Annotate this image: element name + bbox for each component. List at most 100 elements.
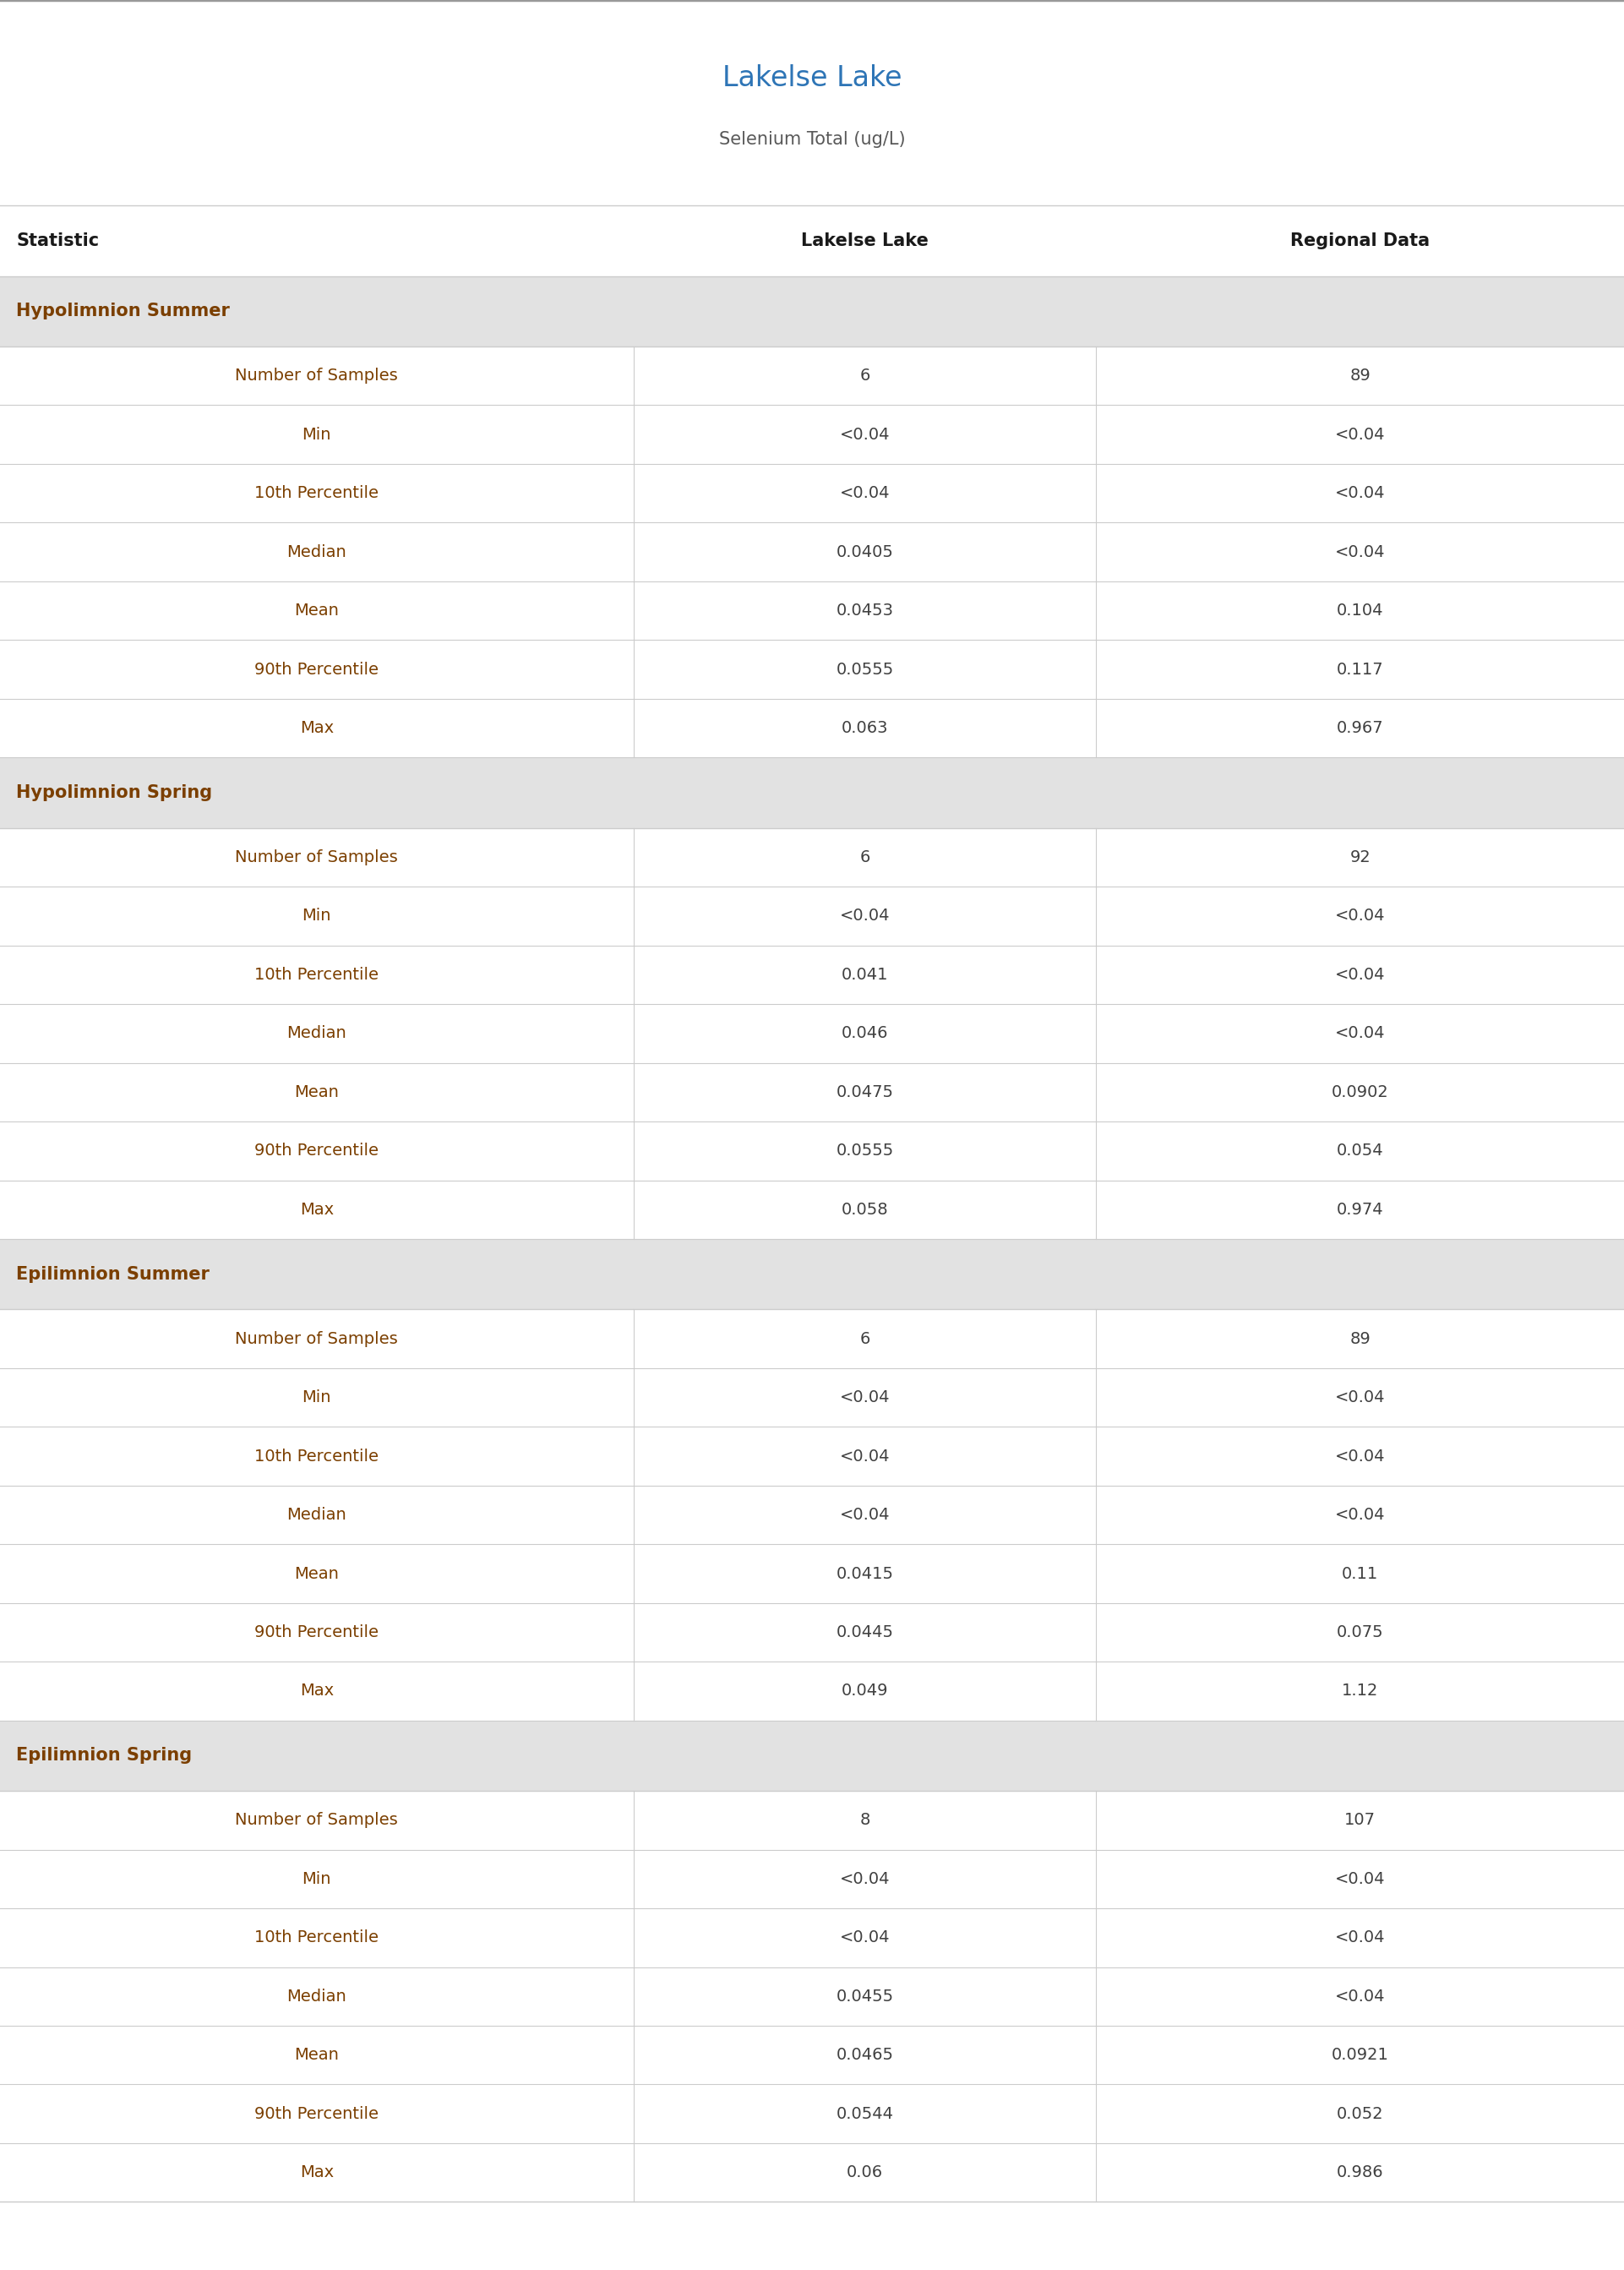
Bar xyxy=(0,1721,1624,1791)
Bar xyxy=(0,347,1624,404)
Text: 0.058: 0.058 xyxy=(841,1201,888,1217)
Bar xyxy=(0,0,1624,207)
Bar xyxy=(0,1369,1624,1428)
Text: Epilimnion Summer: Epilimnion Summer xyxy=(16,1267,209,1283)
Bar xyxy=(0,1850,1624,1909)
Text: <0.04: <0.04 xyxy=(1335,967,1385,983)
Text: <0.04: <0.04 xyxy=(840,1507,890,1523)
Text: 0.0544: 0.0544 xyxy=(836,2107,893,2122)
Text: 90th Percentile: 90th Percentile xyxy=(255,661,378,676)
Text: 8: 8 xyxy=(859,1811,870,1827)
Bar xyxy=(0,277,1624,347)
Text: 0.0453: 0.0453 xyxy=(836,602,893,620)
Text: <0.04: <0.04 xyxy=(1335,1507,1385,1523)
Text: Min: Min xyxy=(302,1870,331,1886)
Bar xyxy=(0,1180,1624,1239)
Text: <0.04: <0.04 xyxy=(1335,1870,1385,1886)
Text: 0.974: 0.974 xyxy=(1337,1201,1384,1217)
Text: Number of Samples: Number of Samples xyxy=(235,1330,398,1346)
Text: 0.104: 0.104 xyxy=(1337,602,1384,620)
Bar xyxy=(0,1662,1624,1721)
Bar xyxy=(0,207,1624,277)
Bar xyxy=(0,1603,1624,1662)
Text: 90th Percentile: 90th Percentile xyxy=(255,1625,378,1641)
Text: 0.0465: 0.0465 xyxy=(836,2048,893,2063)
Text: 0.049: 0.049 xyxy=(841,1682,888,1698)
Text: Hypolimnion Spring: Hypolimnion Spring xyxy=(16,783,213,801)
Bar xyxy=(0,699,1624,758)
Bar xyxy=(0,1239,1624,1310)
Bar xyxy=(0,1062,1624,1121)
Text: <0.04: <0.04 xyxy=(840,486,890,502)
Text: 0.041: 0.041 xyxy=(841,967,888,983)
Bar xyxy=(0,1310,1624,1369)
Text: 0.0405: 0.0405 xyxy=(836,545,893,561)
Text: 0.0921: 0.0921 xyxy=(1332,2048,1389,2063)
Text: Number of Samples: Number of Samples xyxy=(235,368,398,384)
Text: 89: 89 xyxy=(1350,368,1371,384)
Text: 0.0475: 0.0475 xyxy=(836,1085,893,1101)
Text: 10th Percentile: 10th Percentile xyxy=(255,1930,378,1945)
Text: 0.986: 0.986 xyxy=(1337,2166,1384,2181)
Text: 6: 6 xyxy=(859,1330,870,1346)
Text: Mean: Mean xyxy=(294,602,339,620)
Text: Min: Min xyxy=(302,1389,331,1405)
Bar xyxy=(0,1544,1624,1603)
Bar xyxy=(0,2025,1624,2084)
Text: 0.06: 0.06 xyxy=(846,2166,883,2181)
Text: Mean: Mean xyxy=(294,2048,339,2063)
Text: Lakelse Lake: Lakelse Lake xyxy=(801,232,929,250)
Text: <0.04: <0.04 xyxy=(840,427,890,443)
Bar xyxy=(0,522,1624,581)
Text: <0.04: <0.04 xyxy=(1335,1989,1385,2004)
Text: Regional Data: Regional Data xyxy=(1291,232,1429,250)
Text: Min: Min xyxy=(302,427,331,443)
Text: Min: Min xyxy=(302,908,331,924)
Text: Statistic: Statistic xyxy=(16,232,99,250)
Text: Mean: Mean xyxy=(294,1085,339,1101)
Text: <0.04: <0.04 xyxy=(1335,486,1385,502)
Text: <0.04: <0.04 xyxy=(1335,427,1385,443)
Text: 10th Percentile: 10th Percentile xyxy=(255,1448,378,1464)
Text: 10th Percentile: 10th Percentile xyxy=(255,967,378,983)
Text: 0.054: 0.054 xyxy=(1337,1142,1384,1160)
Text: <0.04: <0.04 xyxy=(1335,545,1385,561)
Text: <0.04: <0.04 xyxy=(840,1930,890,1945)
Text: 6: 6 xyxy=(859,368,870,384)
Text: <0.04: <0.04 xyxy=(840,1448,890,1464)
Text: Max: Max xyxy=(300,1682,333,1698)
Text: Median: Median xyxy=(287,1507,346,1523)
Text: <0.04: <0.04 xyxy=(1335,1026,1385,1042)
Text: 0.0555: 0.0555 xyxy=(836,661,893,676)
Text: Epilimnion Spring: Epilimnion Spring xyxy=(16,1748,192,1764)
Text: <0.04: <0.04 xyxy=(1335,1930,1385,1945)
Text: 0.967: 0.967 xyxy=(1337,720,1384,735)
Bar xyxy=(0,2143,1624,2202)
Text: <0.04: <0.04 xyxy=(840,1870,890,1886)
Text: 10th Percentile: 10th Percentile xyxy=(255,486,378,502)
Text: Median: Median xyxy=(287,545,346,561)
Bar xyxy=(0,829,1624,888)
Text: 0.052: 0.052 xyxy=(1337,2107,1384,2122)
Text: 1.12: 1.12 xyxy=(1341,1682,1379,1698)
Text: Lakelse Lake: Lakelse Lake xyxy=(723,64,901,93)
Text: <0.04: <0.04 xyxy=(840,1389,890,1405)
Bar xyxy=(0,404,1624,463)
Bar xyxy=(0,1791,1624,1850)
Text: <0.04: <0.04 xyxy=(1335,908,1385,924)
Text: Median: Median xyxy=(287,1026,346,1042)
Text: 0.075: 0.075 xyxy=(1337,1625,1384,1641)
Bar xyxy=(0,1121,1624,1180)
Text: <0.04: <0.04 xyxy=(1335,1389,1385,1405)
Bar xyxy=(0,1968,1624,2025)
Bar xyxy=(0,1428,1624,1485)
Text: 0.0902: 0.0902 xyxy=(1332,1085,1389,1101)
Bar xyxy=(0,758,1624,829)
Text: Max: Max xyxy=(300,1201,333,1217)
Bar xyxy=(0,1909,1624,1968)
Text: Max: Max xyxy=(300,2166,333,2181)
Text: 0.0555: 0.0555 xyxy=(836,1142,893,1160)
Text: 6: 6 xyxy=(859,849,870,865)
Text: Median: Median xyxy=(287,1989,346,2004)
Text: <0.04: <0.04 xyxy=(1335,1448,1385,1464)
